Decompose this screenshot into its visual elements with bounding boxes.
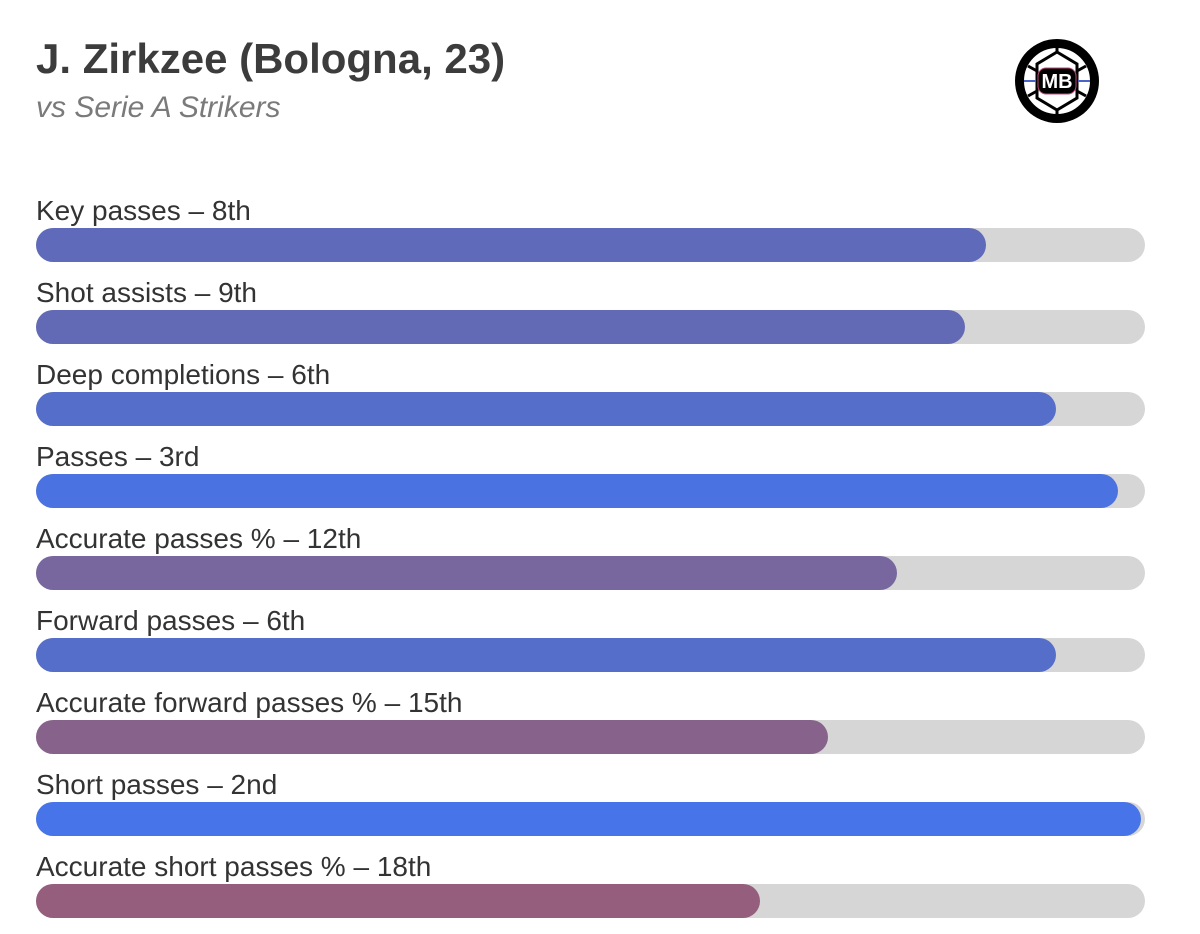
bar-label: Passes – 3rd <box>36 441 200 472</box>
bar-track <box>36 556 1145 590</box>
bar-track <box>36 720 1145 754</box>
bar-label: Accurate short passes % – 18th <box>36 851 432 882</box>
bar-row: Accurate passes % – 12th <box>36 518 1146 600</box>
bar-fill <box>36 474 1119 508</box>
bar-track <box>36 884 1145 918</box>
bar-track <box>36 228 1145 262</box>
bar-row: Forward passes – 6th <box>36 600 1146 682</box>
bar-fill <box>36 884 761 918</box>
bar-row: Short passes – 2nd <box>36 764 1146 846</box>
bar-track <box>36 474 1145 508</box>
bar-label: Deep completions – 6th <box>36 359 331 390</box>
chart-subtitle: vs Serie A Strikers <box>36 91 281 124</box>
bar-row: Accurate forward passes % – 15th <box>36 682 1146 764</box>
bar-fill <box>36 392 1057 426</box>
bar-row: Key passes – 8th <box>36 190 1146 272</box>
bar-row: Passes – 3rd <box>36 436 1146 518</box>
bar-label: Accurate forward passes % – 15th <box>36 687 463 718</box>
bar-row: Shot assists – 9th <box>36 272 1146 354</box>
bar-fill <box>36 556 897 590</box>
chart-header: J. Zirkzee (Bologna, 23) vs Serie A Stri… <box>36 34 505 128</box>
mb-ball-logo-icon: MB <box>1014 38 1100 124</box>
bar-label: Forward passes – 6th <box>36 605 306 636</box>
bar-fill <box>36 720 828 754</box>
bar-track <box>36 310 1145 344</box>
bar-label: Short passes – 2nd <box>36 769 278 800</box>
bar-label: Accurate passes % – 12th <box>36 523 362 554</box>
bar-fill <box>36 228 987 262</box>
bar-fill <box>36 638 1057 672</box>
chart-title: J. Zirkzee (Bologna, 23) <box>36 35 506 82</box>
logo-text: MB <box>1041 71 1072 93</box>
bar-track <box>36 802 1145 836</box>
bar-fill <box>36 310 966 344</box>
bar-track <box>36 392 1145 426</box>
percentile-bar-chart: Key passes – 8th Shot assists – 9th Deep c… <box>36 190 1146 928</box>
bar-fill <box>36 802 1141 836</box>
bar-row: Accurate short passes % – 18th <box>36 846 1146 928</box>
bar-row: Deep completions – 6th <box>36 354 1146 436</box>
bar-label: Shot assists – 9th <box>36 277 258 308</box>
bar-track <box>36 638 1145 672</box>
bar-label: Key passes – 8th <box>36 195 251 226</box>
mb-logo-svg: MB <box>1015 39 1099 123</box>
